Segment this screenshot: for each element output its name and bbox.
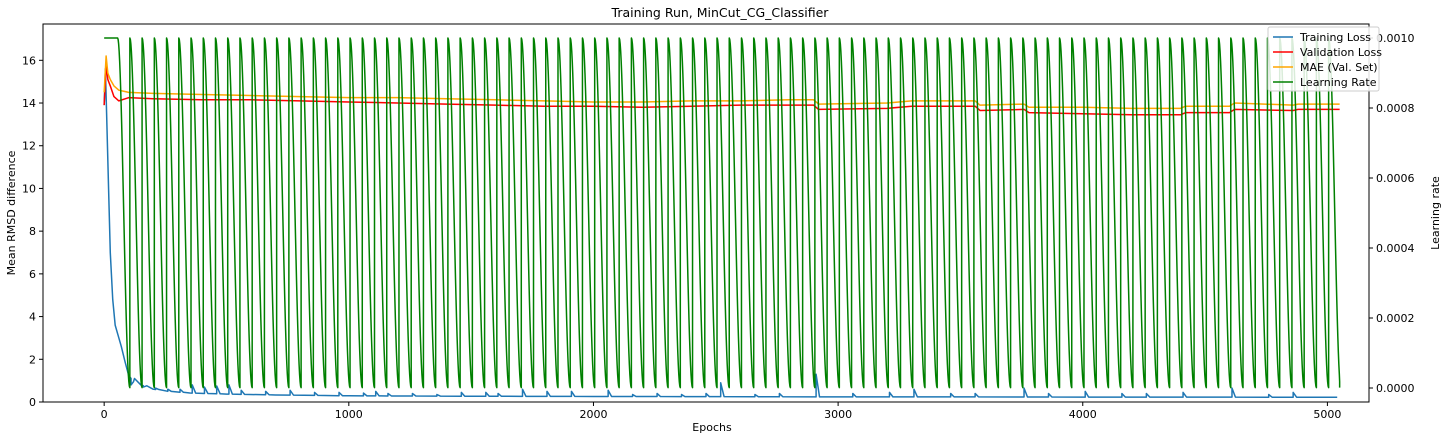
- plot-frame: [42, 23, 1370, 403]
- y2-tick-label: 0.0000: [1376, 382, 1415, 395]
- y2-tick-label: 0.0010: [1376, 32, 1415, 45]
- legend-entry-label: Validation Loss: [1300, 46, 1382, 59]
- x-axis: 0 1000 2000 3000 4000 5000: [101, 402, 1341, 421]
- y2-tick-label: 0.0008: [1376, 102, 1415, 115]
- y2-axis-label: Learning rate: [1429, 176, 1442, 250]
- y-tick-label: 6: [29, 268, 36, 281]
- y-axis-left: 0 2 4 6 8 10 12 14 16: [22, 54, 43, 409]
- y-tick-label: 14: [22, 97, 36, 110]
- legend-box: [1267, 26, 1380, 92]
- legend-entry-label: Learning Rate: [1300, 76, 1377, 89]
- series-line-training-loss: [103, 68, 1338, 399]
- legend-entry-label: Training Loss: [1299, 31, 1371, 44]
- x-tick-label: 5000: [1313, 408, 1341, 421]
- x-axis-label: Epochs: [692, 421, 732, 434]
- legend-entry-label: MAE (Val. Set): [1300, 61, 1378, 74]
- y-axis-label: Mean RMSD difference: [5, 150, 18, 275]
- series-line-learning-rate: [104, 37, 1341, 389]
- y2-tick-label: 0.0004: [1376, 242, 1415, 255]
- y-tick-label: 0: [29, 396, 36, 409]
- y-tick-label: 8: [29, 225, 36, 238]
- y-tick-label: 10: [22, 182, 36, 195]
- x-tick-label: 0: [101, 408, 108, 421]
- legend: Training Loss Validation Loss MAE (Val. Se…: [1267, 26, 1382, 92]
- y-tick-label: 16: [22, 54, 36, 67]
- x-tick-label: 2000: [579, 408, 607, 421]
- y2-tick-label: 0.0006: [1376, 172, 1415, 185]
- series-layer: [103, 37, 1341, 399]
- x-tick-label: 1000: [335, 408, 363, 421]
- y2-tick-label: 0.0002: [1376, 312, 1415, 325]
- y-axis-right: 0.0000 0.0002 0.0004 0.0006 0.0008 0.0010: [1369, 32, 1415, 395]
- chart-title: Training Run, MinCut_CG_Classifier: [611, 5, 830, 20]
- x-tick-label: 4000: [1069, 408, 1097, 421]
- y-tick-label: 12: [22, 140, 36, 153]
- y-tick-label: 2: [29, 353, 36, 366]
- y-tick-label: 4: [29, 311, 36, 324]
- x-tick-label: 3000: [824, 408, 852, 421]
